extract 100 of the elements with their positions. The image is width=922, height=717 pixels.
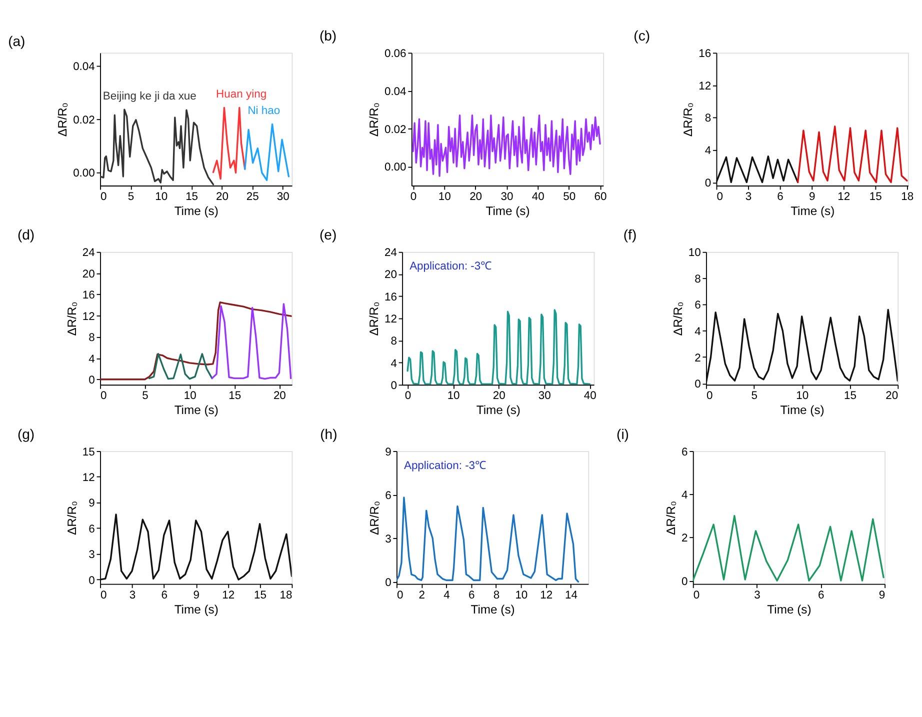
y-tick-label: 2 [694,352,701,364]
y-tick-label: 0.02 [384,124,406,136]
y-tick-label: 16 [384,291,397,304]
y-tick-label: 3 [385,533,392,546]
x-axis-title: Time (s) [476,403,520,418]
x-tick-label: 15 [844,390,856,402]
chart-title: (c) [634,28,650,44]
x-tick-label: 25 [246,191,259,204]
x-axis-title: Time (s) [470,602,515,616]
chart-title: (g) [17,426,35,442]
x-axis-title: Time (s) [790,204,835,218]
x-axis-title: Time (s) [174,403,218,418]
chart-title: (a) [8,33,26,50]
y-axis-title: ΔR/R₀ [366,102,381,137]
y-tick-label: 0 [88,574,95,587]
x-tick-label: 6 [777,191,784,204]
x-tick-label: 20 [470,191,482,204]
y-tick-label: 4 [694,326,701,338]
x-tick-label: 20 [886,390,898,402]
line-series [692,515,884,582]
chart-title: (d) [17,226,35,243]
x-tick-label: 9 [193,589,200,602]
x-tick-label: 18 [280,589,292,602]
x-tick-label: 10 [438,191,451,204]
x-tick-label: 9 [878,589,886,602]
y-tick-label: 16 [698,48,712,60]
line-series [211,303,292,380]
line-series [716,156,799,184]
y-tick-label: 0 [704,177,712,190]
x-tick-label: 10 [515,589,528,602]
line-series [100,302,292,380]
y-tick-label: 0 [694,378,701,391]
x-tick-label: 14 [564,589,578,602]
y-axis-title: ΔR/R₀ [664,500,678,535]
line-series [796,126,908,184]
series-label: Huan ying [216,88,267,100]
y-axis-title: ΔR/R₀ [368,500,382,535]
y-axis-title: ΔR/R₀ [366,302,381,336]
y-tick-label: 0 [682,576,688,588]
x-tick-label: 6 [161,589,168,602]
x-axis-title: Time (s) [780,403,824,418]
line-series [396,496,580,583]
x-tick-label: 50 [563,191,576,204]
y-tick-label: 8 [694,273,701,286]
x-axis-title: Time (s) [174,602,218,616]
x-tick-label: 10 [796,390,809,402]
x-tick-label: 0 [100,589,107,602]
x-tick-label: 3 [754,589,760,602]
x-tick-label: 30 [538,390,551,402]
x-tick-label: 5 [751,390,758,402]
x-tick-label: 0 [410,191,417,204]
y-axis-title: ΔR/R₀ [64,302,79,336]
y-tick-label: 16 [82,290,95,302]
y-tick-label: 20 [82,268,95,280]
y-tick-label: 8 [704,112,712,125]
x-tick-label: 9 [808,191,816,204]
y-tick-label: 0.04 [73,61,95,74]
x-tick-label: 40 [532,191,544,204]
series-label: Beijing ke ji da xue [102,90,196,102]
chart-title: (h) [320,426,338,442]
chart-title: (f) [623,226,637,243]
line-series [148,353,213,380]
x-tick-label: 40 [584,390,596,402]
x-tick-label: 15 [254,589,267,602]
x-tick-label: 6 [818,589,824,602]
chart-title: (i) [616,426,629,442]
line-series [244,123,290,182]
x-axis-title: Time (s) [767,602,812,616]
x-tick-label: 10 [184,390,196,402]
chart-title: (b) [319,28,337,44]
x-tick-label: 12 [838,191,850,204]
x-tick-label: 5 [128,191,134,204]
y-tick-label: 9 [88,498,95,510]
y-tick-label: 6 [385,490,392,502]
y-tick-label: 24 [384,247,397,260]
y-tick-label: 12 [82,310,95,323]
y-tick-label: 6 [88,523,95,536]
x-axis-title: Time (s) [486,204,530,218]
y-tick-label: 4 [390,358,397,370]
y-tick-label: 0 [88,374,95,387]
y-tick-label: 4 [88,353,95,366]
line-series [100,108,214,186]
y-tick-label: 0.04 [384,86,406,98]
y-tick-label: 4 [682,489,688,502]
x-tick-label: 0 [100,191,107,204]
x-tick-label: 10 [155,191,168,204]
x-tick-label: 0 [716,191,723,204]
x-tick-label: 60 [594,191,607,204]
x-tick-label: 4 [444,589,450,602]
y-axis-title: ΔR/R₀ [56,102,70,137]
y-tick-label: 6 [694,300,701,312]
line-series [412,114,601,177]
y-tick-label: 0.06 [384,48,406,60]
y-tick-label: 0 [390,380,397,392]
y-tick-label: 12 [82,472,95,484]
x-tick-label: 3 [129,589,136,602]
y-tick-label: 4 [704,145,712,158]
y-axis-title: ΔR/R₀ [64,500,79,535]
y-tick-label: 2 [682,532,688,545]
x-tick-label: 3 [745,191,752,204]
